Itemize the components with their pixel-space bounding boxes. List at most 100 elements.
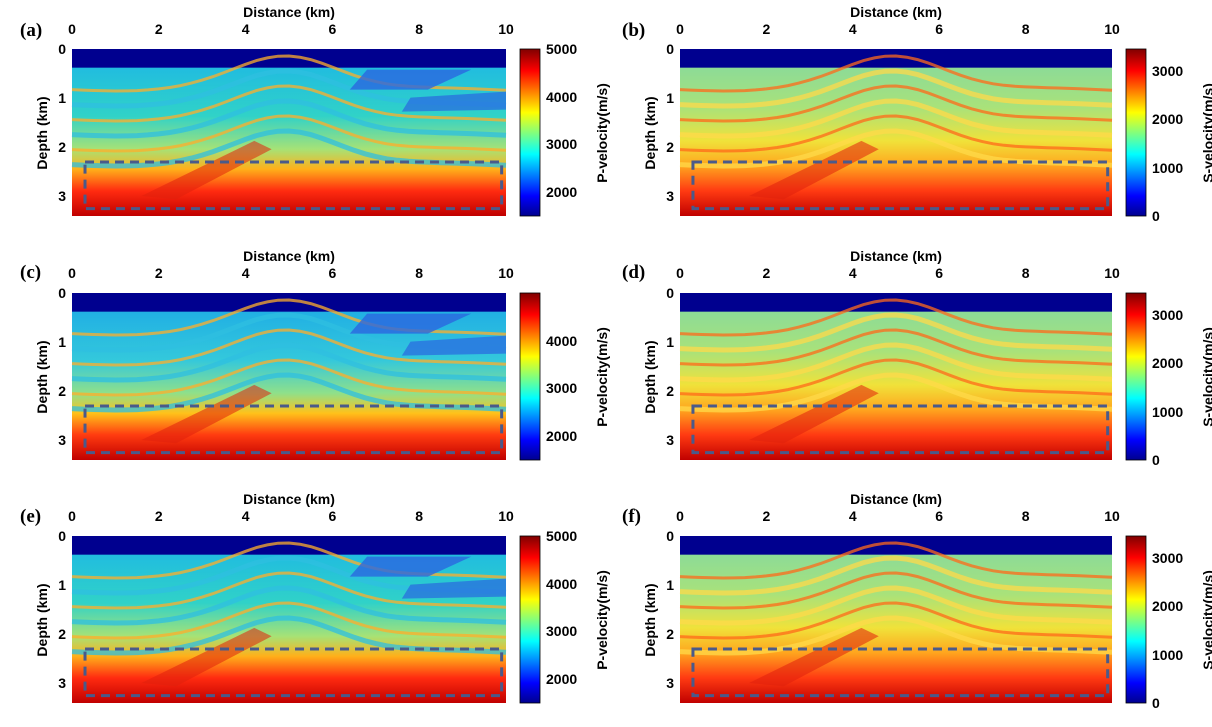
velocity-model-image <box>679 293 1113 460</box>
x-tick-label: 8 <box>1021 265 1030 281</box>
horizon-band <box>679 298 1113 337</box>
horizon-band <box>679 555 1113 596</box>
x-axis-label: Distance (km) <box>243 4 335 20</box>
panel-label: (b) <box>622 20 646 41</box>
panel-label: (d) <box>622 262 646 283</box>
x-tick-label: 10 <box>498 508 514 524</box>
x-tick-label: 10 <box>498 21 514 37</box>
colorbar-tick-label: 4000 <box>546 575 578 592</box>
x-axis-label: Distance (km) <box>850 4 942 20</box>
y-tick-label: 3 <box>666 675 674 692</box>
colorbar-gradient <box>1125 292 1147 461</box>
x-tick-label: 10 <box>1104 265 1120 281</box>
low-velocity-block <box>401 91 506 112</box>
colorbar-label: P-velocity(m/s) <box>594 569 610 670</box>
horizon-band <box>679 114 1113 153</box>
y-axis-label: Depth (km) <box>34 95 50 170</box>
low-velocity-block <box>349 69 472 90</box>
water-layer <box>680 49 1112 68</box>
colorbar-tick-label: 4000 <box>546 332 578 349</box>
velocity-model-image <box>71 536 507 703</box>
x-tick-label: 10 <box>1104 21 1120 37</box>
colorbar <box>519 292 541 461</box>
x-axis-label: Distance (km) <box>850 248 942 264</box>
x-tick-label: 6 <box>328 21 337 37</box>
region-of-interest-box <box>83 404 504 455</box>
colorbar-tick-label: 3000 <box>546 380 578 397</box>
horizon-band <box>679 68 1113 109</box>
x-tick-label: 4 <box>848 21 857 37</box>
thrust-wedge <box>141 140 272 200</box>
horizon-band <box>679 342 1113 383</box>
thrust-wedge <box>749 140 879 200</box>
colorbar-tick-label: 5000 <box>546 41 578 57</box>
horizon-band <box>679 601 1113 640</box>
x-tick-label: 2 <box>154 21 163 37</box>
horizon-band <box>679 54 1113 93</box>
x-tick-label: 8 <box>1021 508 1030 524</box>
colorbar-tick-label: 3000 <box>1152 306 1184 323</box>
x-tick-label: 6 <box>328 508 337 524</box>
panel-label: (a) <box>20 20 43 41</box>
panel-label: (f) <box>622 506 641 527</box>
horizon-band <box>679 98 1113 139</box>
y-tick-label: 0 <box>58 285 66 301</box>
y-tick-label: 1 <box>666 90 674 107</box>
colorbar-gradient <box>519 48 541 217</box>
colorbar-gradient <box>519 292 541 461</box>
region-of-interest-box <box>83 160 504 211</box>
colorbar <box>1125 48 1147 217</box>
x-tick-label: 6 <box>935 508 944 524</box>
colorbar-tick-label: 2000 <box>1152 598 1184 615</box>
y-axis-label: Depth (km) <box>642 582 658 657</box>
horizon-band <box>71 571 507 610</box>
colorbar-gradient <box>1125 48 1147 217</box>
x-tick-label: 2 <box>762 21 771 37</box>
colorbar-tick-label: 5000 <box>546 528 578 544</box>
x-tick-label: 2 <box>154 508 163 524</box>
horizon-band <box>71 114 507 153</box>
x-tick-label: 10 <box>498 265 514 281</box>
x-tick-label: 0 <box>676 21 684 37</box>
horizon-band <box>679 84 1113 123</box>
x-axis-label: Distance (km) <box>850 491 942 507</box>
low-velocity-block <box>349 313 472 334</box>
region-of-interest-box <box>691 160 1110 211</box>
colorbar-tick-label: 2000 <box>546 671 578 688</box>
colorbar-label: P-velocity(m/s) <box>594 82 610 183</box>
y-tick-label: 2 <box>58 139 66 156</box>
x-tick-label: 0 <box>676 265 684 281</box>
y-tick-label: 0 <box>666 285 674 301</box>
velocity-model-image <box>679 536 1113 703</box>
y-axis-label: Depth (km) <box>642 339 658 414</box>
x-tick-label: 4 <box>241 265 250 281</box>
horizon-band <box>71 54 507 93</box>
x-tick-label: 10 <box>1104 508 1120 524</box>
region-of-interest-box <box>691 404 1110 455</box>
horizon-band <box>679 312 1113 353</box>
colorbar-tick-label: 0 <box>1152 695 1160 711</box>
x-tick-label: 4 <box>241 508 250 524</box>
x-tick-label: 8 <box>415 265 424 281</box>
y-axis-label: Depth (km) <box>34 582 50 657</box>
colorbar <box>519 48 541 217</box>
velocity-model-image <box>679 49 1113 216</box>
horizon-band <box>71 84 507 123</box>
horizon-band <box>679 358 1113 397</box>
horizon-band <box>71 328 507 367</box>
panel-label: (e) <box>20 506 42 527</box>
colorbar-tick-label: 3000 <box>1152 549 1184 566</box>
colorbar-label: S-velocity(m/s) <box>1200 326 1212 427</box>
y-tick-label: 3 <box>58 188 66 205</box>
y-axis-label: Depth (km) <box>34 339 50 414</box>
x-axis-label: Distance (km) <box>243 248 335 264</box>
horizon-band <box>71 298 507 337</box>
colorbar-gradient <box>1125 535 1147 704</box>
colorbar-tick-label: 2000 <box>546 428 578 445</box>
x-tick-label: 2 <box>762 508 771 524</box>
colorbar-tick-label: 3000 <box>546 623 578 640</box>
horizon-band <box>679 541 1113 580</box>
x-tick-label: 0 <box>68 508 76 524</box>
colorbar <box>1125 535 1147 704</box>
x-axis-label: Distance (km) <box>243 491 335 507</box>
